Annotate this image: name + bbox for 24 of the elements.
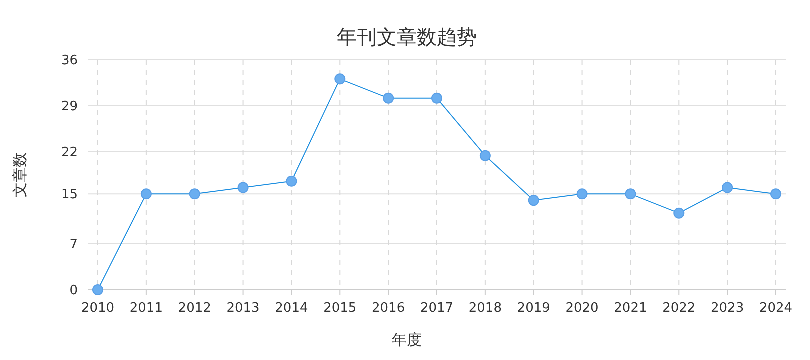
x-tick-label: 2013 [226,301,260,316]
y-axis-title: 文章数 [11,152,29,198]
x-tick-label: 2017 [420,301,454,316]
x-tick-label: 2012 [178,301,212,316]
x-tick-label: 2016 [372,301,406,316]
x-tick-label: 2020 [566,301,599,316]
x-tick-label: 2015 [324,301,357,316]
x-tick-label: 2018 [468,301,502,316]
y-tick-label: 22 [61,146,78,160]
x-axis-title: 年度 [392,331,422,349]
y-tick-label: 36 [61,54,78,68]
x-tick-label: 2022 [662,301,696,316]
x-tick-label: 2014 [275,301,308,316]
x-tick-label: 2024 [759,301,793,316]
x-tick-label: 2010 [81,301,115,316]
y-tick-label: 15 [61,188,78,203]
x-tick-label: 2019 [517,301,550,316]
y-tick-label: 7 [70,238,78,252]
y-tick-label: 0 [70,284,78,298]
x-tick-label: 2021 [614,301,648,316]
chart-title: 年刊文章数趋势 [337,25,477,49]
x-tick-label: 2011 [130,301,163,316]
y-tick-label: 29 [61,100,78,114]
x-tick-label: 2023 [711,301,744,316]
